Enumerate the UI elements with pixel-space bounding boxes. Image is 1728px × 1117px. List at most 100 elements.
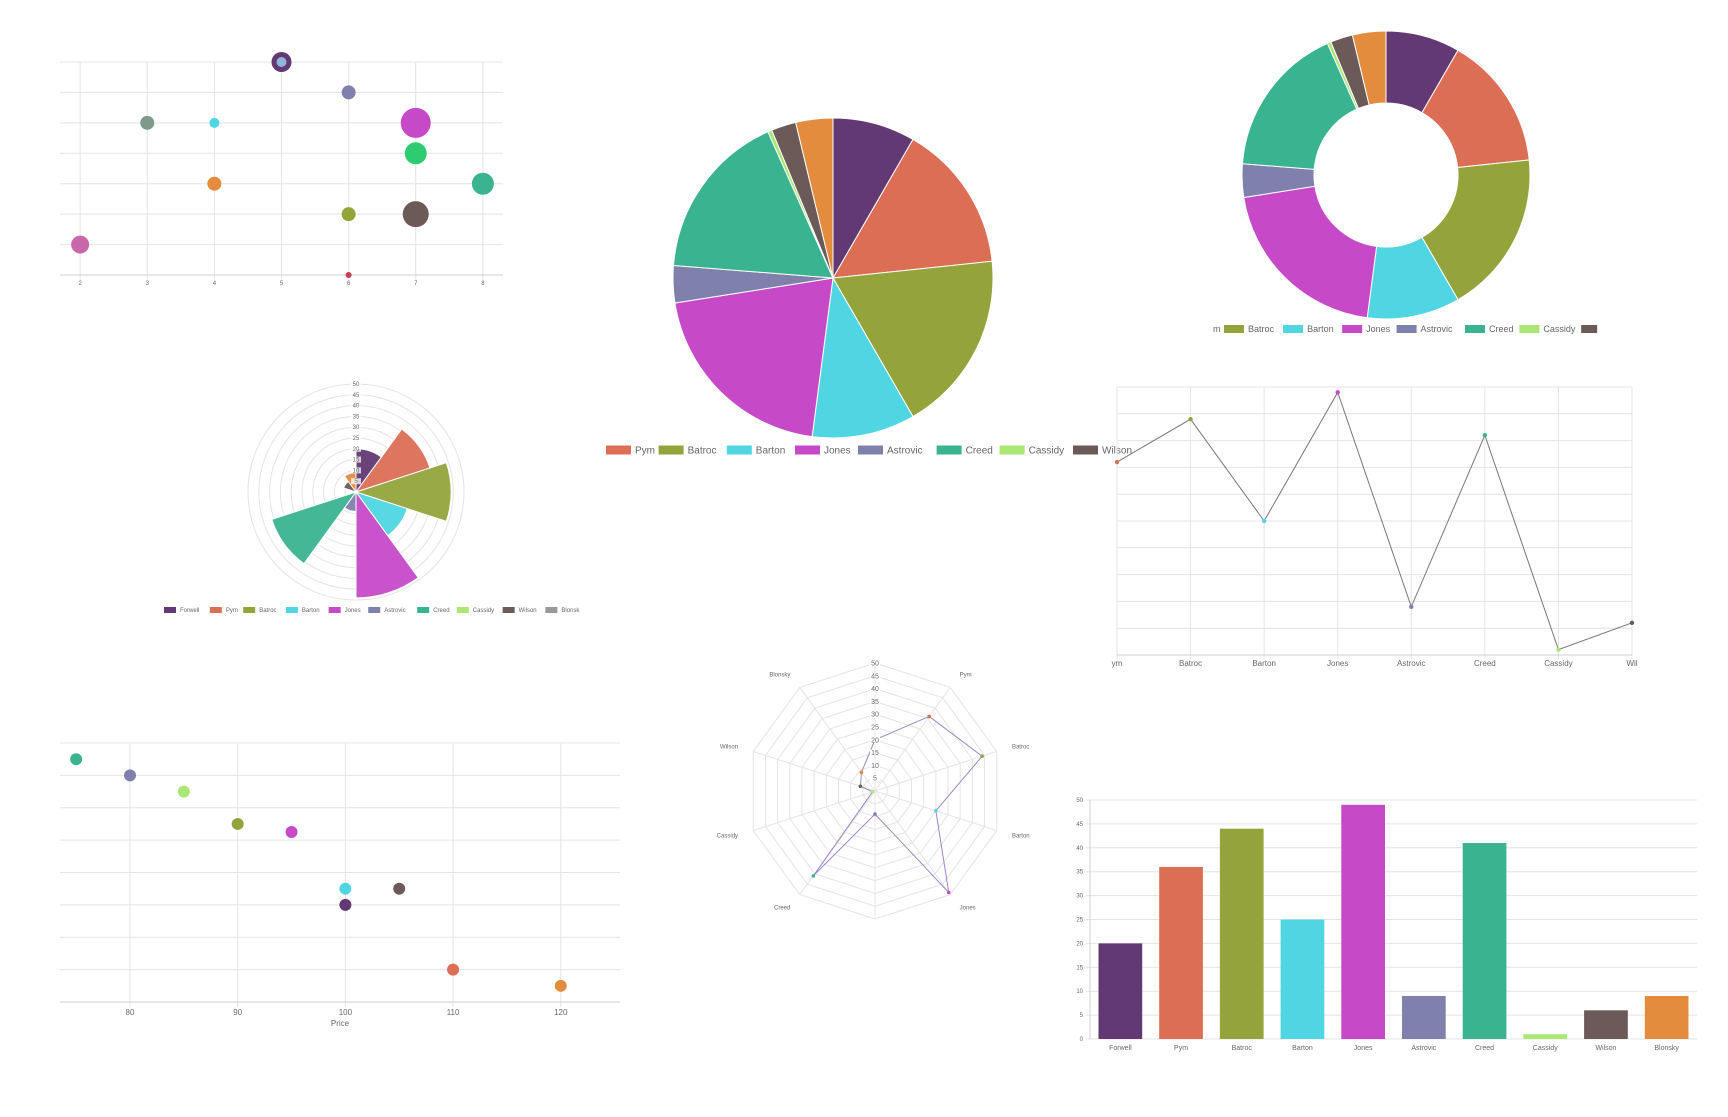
legend-swatch [1396, 325, 1417, 333]
x-tick-label: Jones [1327, 659, 1348, 668]
x-tick-label: Barton [1252, 659, 1276, 668]
r-tick-label: 20 [353, 447, 360, 453]
line-chart: ym Batroc Barton Jones Astrovic Creed Cassidy W… [1112, 386, 1638, 668]
legend-swatch [936, 445, 962, 455]
scatter-point [231, 817, 244, 830]
scatter-point [554, 979, 567, 992]
scatter-point [339, 882, 352, 895]
bubble-point [400, 107, 431, 138]
legend-swatch [1224, 325, 1244, 333]
x-tick-label: Forwell [1109, 1045, 1132, 1052]
legend-swatch [243, 607, 256, 613]
legend-swatch [795, 445, 820, 455]
legend-item-cassidy: Cassidy [1029, 446, 1065, 457]
legend-item-barton: Barton [302, 608, 320, 614]
x-tick-label: Wilson [1595, 1045, 1616, 1052]
r-tick-label: 20 [871, 737, 879, 744]
tick-backdrop [351, 445, 361, 452]
legend-swatch [1283, 325, 1304, 333]
tick-backdrop [870, 685, 880, 692]
axis-label-pym: Pym [960, 673, 972, 679]
legend-item-forwell: Forwell [180, 608, 199, 614]
pie-slice [811, 276, 914, 439]
legend-item-batroc: Batroc [259, 608, 276, 614]
x-tick-label: Cassidy [1533, 1045, 1558, 1052]
legend-swatch [209, 607, 222, 613]
pie-slice [832, 260, 994, 418]
r-tick-label: 10 [871, 763, 879, 770]
x-tick-label: 100 [339, 1008, 353, 1017]
legend-item-cassidy: Cassidy [473, 608, 494, 614]
bar [1219, 828, 1264, 1039]
polar-segment [354, 462, 452, 522]
legend-item-wilson: Wilson [519, 608, 537, 614]
legend-item-astrovic: Astrovic [384, 608, 405, 614]
tick-backdrop [870, 749, 880, 756]
bar [1098, 943, 1143, 1039]
legend-swatch [368, 607, 381, 613]
bar-chart: 0 5 10 15 20 25 30 35 40 45 50 Forwell Pym Batroc Bart… [1076, 798, 1697, 1052]
x-tick-label: 7 [414, 281, 418, 287]
bubble-point [207, 176, 222, 191]
bubble-point [345, 272, 352, 278]
legend-swatch [328, 607, 341, 613]
legend-item-blonsk: Blonsk [561, 608, 580, 614]
r-tick-label: 15 [871, 750, 879, 757]
tick-backdrop [870, 711, 880, 718]
r-tick-label: 10 [353, 468, 360, 474]
x-tick-label: Creed [1474, 659, 1496, 668]
bubble-point [209, 117, 220, 128]
legend-item-creed: Creed [433, 608, 449, 614]
x-tick-label: 8 [481, 281, 485, 287]
legend-item-astrovic: Astrovic [887, 446, 923, 457]
y-tick-label: 35 [1076, 870, 1083, 876]
pie-chart: Pym Batroc Barton Jones Astrovic Creed Cassidy… [606, 117, 1132, 457]
line-point [1114, 459, 1120, 465]
tick-backdrop [351, 435, 361, 441]
bubble-point [71, 235, 90, 254]
axis-label-wilson: Wilson [720, 745, 738, 751]
x-tick-label: Pym [1174, 1045, 1188, 1052]
axis-label-jones: Jones [960, 905, 976, 911]
radar-point [934, 808, 938, 813]
legend-swatch [1342, 325, 1363, 333]
legend-item-barton: Barton [1307, 324, 1334, 334]
line-point [1335, 390, 1340, 395]
scatter-point [177, 785, 190, 798]
tick-backdrop [351, 424, 361, 431]
tick-backdrop [351, 413, 361, 420]
bar [1462, 843, 1507, 1039]
r-tick-label: 25 [871, 725, 879, 732]
radar-point [870, 789, 875, 794]
tick-backdrop [870, 775, 880, 782]
pie-slice [795, 117, 834, 279]
x-tick-label: ym [1112, 659, 1123, 668]
tick-backdrop [870, 698, 880, 705]
legend-item-pym: Pym [635, 446, 655, 457]
tick-backdrop [870, 736, 880, 743]
line-point [1556, 647, 1561, 652]
legend-swatch [285, 607, 298, 613]
legend-item-batroc: Batroc [688, 446, 717, 457]
radar-point [811, 874, 816, 878]
bubble-point [402, 201, 429, 228]
bubble-chart: 2 3 4 5 6 7 8 [60, 52, 503, 287]
scatter-point [285, 826, 298, 839]
x-tick-label: Wil [1626, 659, 1637, 668]
bar [1159, 866, 1203, 1039]
bubble-point [140, 115, 155, 130]
r-tick-label: 25 [353, 436, 360, 442]
bubble-point [276, 57, 287, 67]
bubble-point [404, 142, 427, 165]
radar-spoke [799, 687, 876, 792]
y-tick-label: 25 [1076, 918, 1083, 924]
doughnut-chart: m Batroc Barton Jones Astrovic Creed Cassidy [1213, 30, 1598, 334]
tick-backdrop [351, 391, 361, 398]
line-point [1482, 433, 1488, 438]
legend-swatch [417, 607, 430, 613]
r-tick-label: 50 [353, 382, 360, 388]
bar [1341, 804, 1386, 1039]
tick-backdrop [351, 467, 361, 474]
y-tick-label: 10 [1076, 989, 1083, 995]
line-point [1261, 518, 1267, 524]
